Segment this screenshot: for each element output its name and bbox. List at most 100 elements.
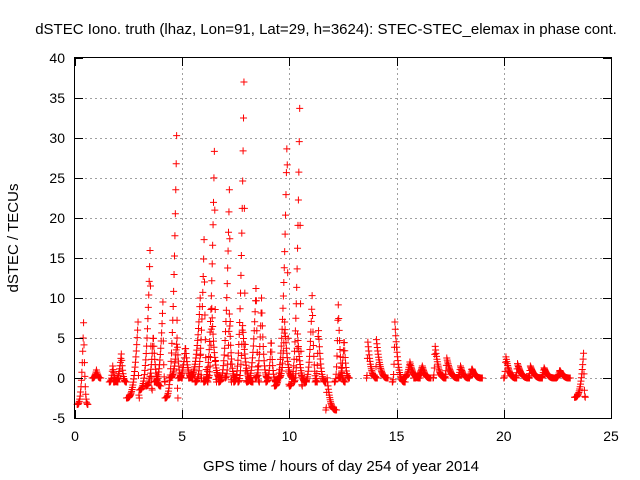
data-point (223, 294, 231, 302)
data-point (253, 327, 261, 335)
y-tick-label: 30 (49, 130, 65, 146)
data-point (282, 333, 290, 341)
data-point (307, 317, 315, 325)
data-point (194, 331, 202, 339)
data-point (171, 210, 179, 218)
data-point (221, 344, 229, 352)
data-point (195, 310, 203, 318)
y-tick-labels: -5 0 5 10 15 20 25 30 35 40 (49, 50, 65, 426)
arc-series (335, 339, 353, 382)
data-point (142, 356, 150, 364)
data-point (284, 269, 292, 277)
x-tick-label: 25 (603, 428, 619, 444)
data-point (268, 355, 276, 363)
y-tick-label: 0 (57, 370, 65, 386)
data-point (196, 351, 204, 359)
data-point (156, 351, 164, 359)
data-point (173, 340, 181, 348)
data-point (295, 138, 303, 146)
data-point (478, 374, 486, 382)
data-point (227, 341, 235, 349)
x-tick-label: 10 (282, 428, 298, 444)
data-point (159, 298, 167, 306)
data-point (199, 288, 207, 296)
data-point (581, 393, 589, 401)
data-point (211, 305, 219, 313)
data-point (174, 394, 182, 402)
data-point (280, 329, 288, 337)
plot-frame (74, 57, 612, 419)
data-point (201, 311, 209, 319)
arc-series (371, 336, 392, 382)
data-point (207, 318, 215, 326)
data-point (240, 78, 248, 86)
data-point (294, 196, 302, 204)
data-point (80, 341, 88, 349)
data-point (313, 370, 321, 378)
data-point (209, 322, 217, 330)
data-point (207, 292, 215, 300)
data-point (211, 206, 219, 214)
data-point (205, 352, 213, 360)
data-point (168, 339, 176, 347)
data-point (205, 346, 213, 354)
data-point (78, 368, 86, 376)
data-point (293, 283, 301, 291)
data-point (133, 334, 141, 342)
data-point (258, 309, 266, 317)
data-point (146, 247, 154, 255)
data-point (580, 349, 588, 357)
data-point (566, 374, 574, 382)
data-point (296, 104, 304, 112)
data-point (282, 211, 290, 219)
data-point (430, 371, 438, 379)
data-point (133, 341, 141, 349)
data-point (170, 252, 178, 260)
data-point (84, 400, 92, 408)
data-point (208, 260, 216, 268)
data-point (391, 318, 399, 326)
data-point (309, 328, 317, 336)
data-point (169, 303, 177, 311)
data-point (295, 168, 303, 176)
data-point (80, 319, 88, 327)
data-point (226, 322, 234, 330)
data-point (208, 314, 216, 322)
data-point (292, 314, 300, 322)
data-point (309, 311, 317, 319)
data-point (143, 325, 151, 333)
data-point (200, 236, 208, 244)
data-point (198, 315, 206, 323)
data-point (372, 373, 380, 381)
data-point (206, 362, 214, 370)
data-point (332, 370, 340, 378)
data-point (240, 204, 248, 212)
arc-series (110, 350, 130, 386)
data-point (282, 169, 290, 177)
data-point (345, 374, 353, 382)
data-point (172, 160, 180, 168)
data-point (198, 302, 206, 310)
data-point (225, 228, 233, 236)
data-point (223, 280, 231, 288)
data-point (294, 330, 302, 338)
data-point (134, 326, 142, 334)
data-point (333, 352, 341, 360)
data-point (224, 264, 232, 272)
y-tick-label: 10 (49, 290, 65, 306)
data-point (148, 386, 156, 394)
data-point (150, 342, 158, 350)
y-tick-label: -5 (53, 410, 66, 426)
data-point (80, 359, 88, 367)
data-point (209, 330, 217, 338)
y-tick-label: 5 (57, 330, 65, 346)
data-point (172, 186, 180, 194)
data-point (143, 334, 151, 342)
data-point (315, 335, 323, 343)
data-point (171, 232, 179, 240)
data-point (157, 344, 165, 352)
data-point (134, 318, 142, 326)
data-point (134, 371, 142, 379)
data-point (159, 337, 167, 345)
data-point (580, 370, 588, 378)
